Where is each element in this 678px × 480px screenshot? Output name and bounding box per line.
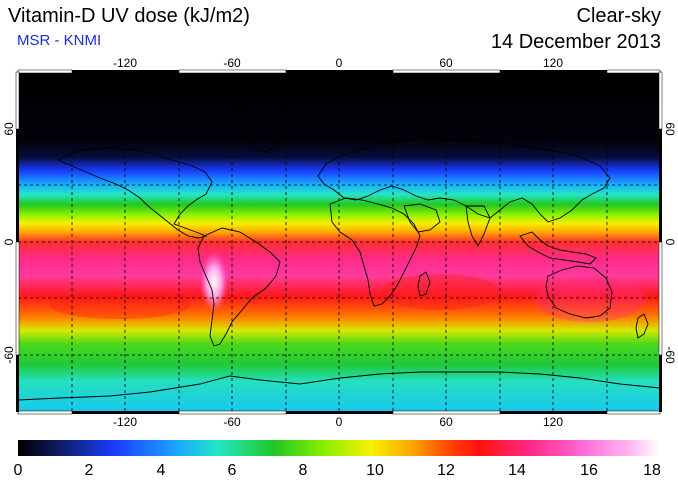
pacific-band [50, 291, 190, 319]
top-lon-label: -120 [113, 56, 137, 70]
colorbar-label: 18 [643, 462, 661, 479]
new-zealand-outline [635, 313, 649, 339]
source-label: MSR - KNMI [17, 32, 102, 49]
andes-maximum [200, 252, 228, 312]
right-lat-label: -60 [663, 346, 677, 364]
colorbar-label: 10 [366, 462, 384, 479]
sky-condition-label: Clear-sky [576, 5, 661, 27]
bottom-lon-label: -120 [113, 415, 137, 429]
map-frame [15, 69, 663, 415]
left-lat-labels: 60 0 -60 [2, 122, 16, 364]
left-lat-label: 0 [2, 238, 16, 245]
date-label: 14 December 2013 [490, 31, 661, 53]
colorbar-labels: 0 2 4 6 8 10 12 14 16 18 [14, 462, 661, 479]
eurasia-outline [317, 137, 611, 223]
colorbar-label: 0 [14, 462, 23, 479]
australia-band [535, 278, 645, 322]
colorbar-label: 8 [299, 462, 308, 479]
gridlines [18, 72, 660, 412]
top-lon-label: 0 [336, 56, 343, 70]
right-lat-label: 60 [663, 122, 677, 136]
colorbar-label: 2 [85, 462, 94, 479]
bottom-lon-labels: -120 -60 0 60 120 [113, 415, 563, 429]
bottom-lon-label: 60 [439, 415, 453, 429]
madagascar-outline [417, 271, 431, 297]
colorbar-label: 6 [228, 462, 237, 479]
colorbar-label: 4 [157, 462, 166, 479]
bottom-lon-label: 120 [543, 415, 563, 429]
left-lat-label: 60 [2, 122, 16, 136]
colorbar-label: 12 [437, 462, 455, 479]
right-lat-label: 0 [663, 239, 677, 246]
left-lat-label: -60 [2, 346, 16, 364]
top-lon-label: 60 [439, 56, 453, 70]
top-lon-label: -60 [223, 56, 241, 70]
india-outline [465, 205, 491, 247]
africa-outline [329, 197, 421, 307]
north-america-outline [56, 147, 213, 239]
top-lon-label: 120 [543, 56, 563, 70]
colorbar-label: 14 [508, 462, 526, 479]
arabia-outline [403, 203, 441, 233]
bottom-lon-label: -60 [223, 415, 241, 429]
south-america-outline [197, 227, 281, 347]
greenland-outline [235, 105, 291, 153]
top-lon-labels: -120 -60 0 60 120 [113, 56, 563, 70]
southern-africa-band [380, 274, 500, 310]
colorbar [18, 440, 660, 456]
bottom-lon-label: 0 [336, 415, 343, 429]
colorbar-label: 16 [580, 462, 598, 479]
right-lat-labels: 60 0 -60 [663, 122, 677, 364]
map-title: Vitamin-D UV dose (kJ/m2) [8, 5, 250, 27]
australia-outline [545, 265, 613, 319]
antarctica-outline [18, 371, 660, 401]
